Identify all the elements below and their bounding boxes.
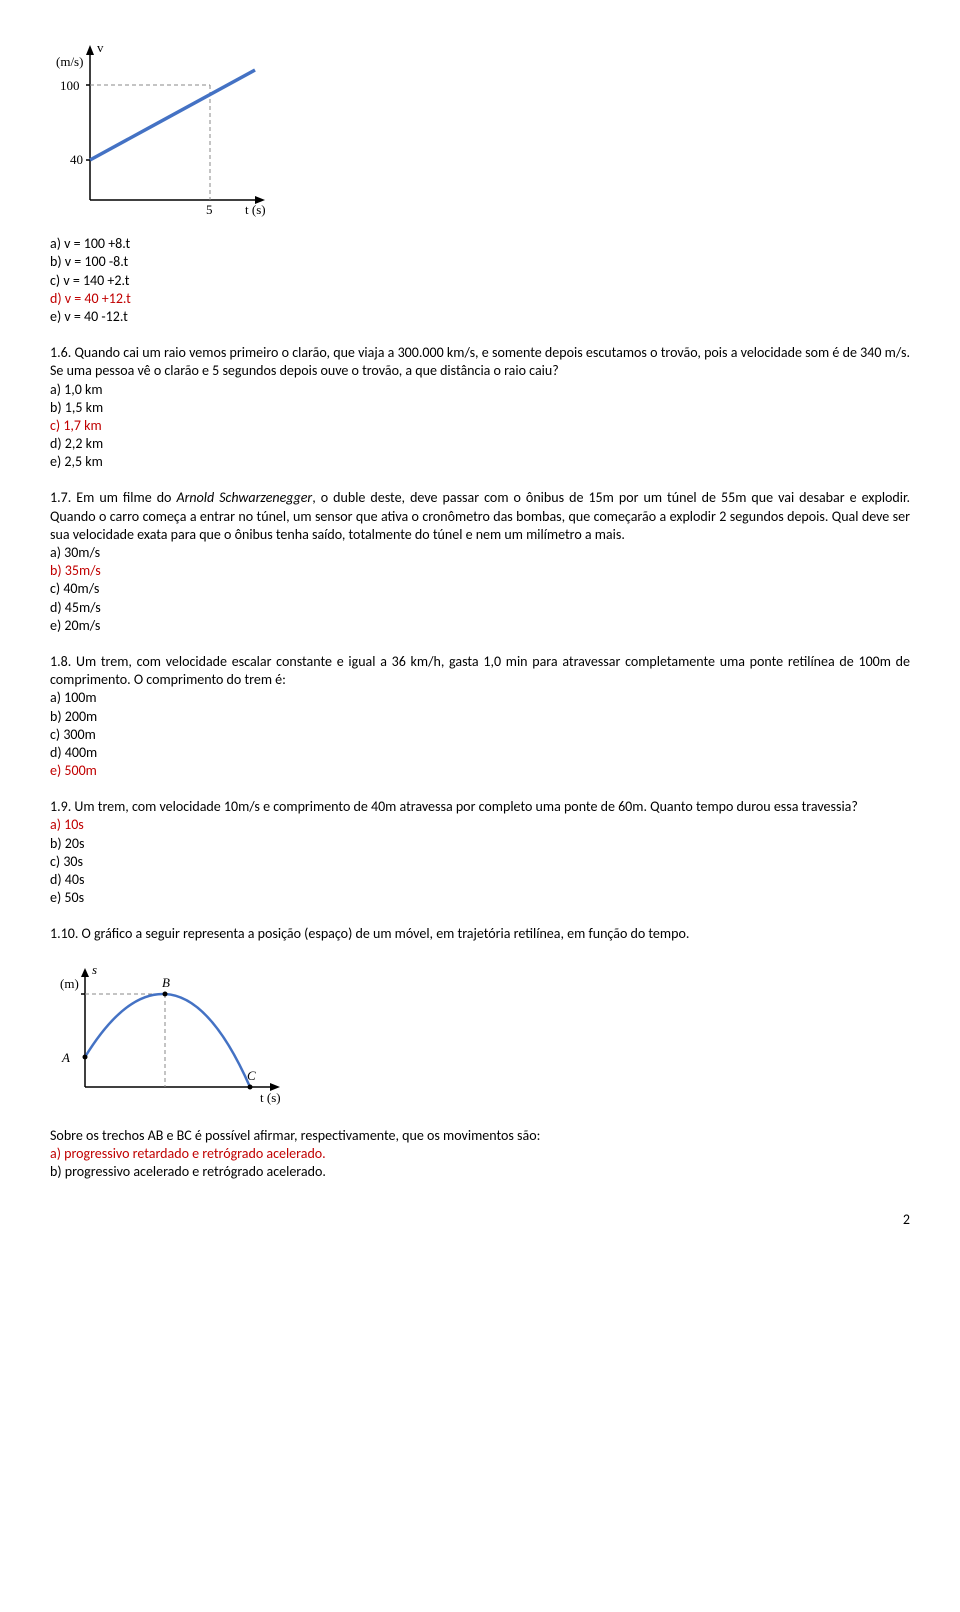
q6-option-c: c) 1,7 km (50, 417, 910, 435)
q7-text: 1.7. Em um filme do Arnold Schwarzenegge… (50, 489, 910, 544)
q7-option-d: d) 45m/s (50, 599, 910, 617)
chart1-yunit: (m/s) (56, 54, 83, 69)
q8-option-a: a) 100m (50, 689, 910, 707)
q5-option-c: c) v = 140 +2.t (50, 272, 910, 290)
q6-option-a: a) 1,0 km (50, 381, 910, 399)
q9-option-e: e) 50s (50, 889, 910, 907)
q10-follow-text: Sobre os trechos AB e BC é possível afir… (50, 1127, 910, 1145)
question-10-follow: Sobre os trechos AB e BC é possível afir… (50, 1127, 910, 1182)
q9-option-d: d) 40s (50, 871, 910, 889)
q5-option-e: e) v = 40 -12.t (50, 308, 910, 326)
q9-option-a: a) 10s (50, 816, 910, 834)
chart1-ytick-40: 40 (70, 152, 83, 167)
q5-option-a: a) v = 100 +8.t (50, 235, 910, 253)
q5-option-d: d) v = 40 +12.t (50, 290, 910, 308)
question-8: 1.8. Um trem, com velocidade escalar con… (50, 653, 910, 780)
q8-option-c: c) 300m (50, 726, 910, 744)
position-time-chart: s (m) A B C t (s) (50, 962, 910, 1117)
chart2-xlabel: t (s) (260, 1090, 281, 1105)
question-9: 1.9. Um trem, com velocidade 10m/s e com… (50, 798, 910, 907)
page-number: 2 (50, 1211, 910, 1229)
q10-option-a: a) progressivo retardado e retrógrado ac… (50, 1145, 910, 1163)
q7-option-b: b) 35m/s (50, 562, 910, 580)
chart2-ylabel: s (92, 962, 97, 977)
question-10: 1.10. O gráfico a seguir representa a po… (50, 925, 910, 943)
q10-option-b: b) progressivo acelerado e retrógrado ac… (50, 1163, 910, 1181)
chart1-ytick-100: 100 (60, 78, 80, 93)
q8-text: 1.8. Um trem, com velocidade escalar con… (50, 653, 910, 689)
q8-option-e: e) 500m (50, 762, 910, 780)
chart1-ylabel: v (97, 40, 104, 55)
chart2-point-c: C (247, 1068, 256, 1083)
question-6: 1.6. Quando cai um raio vemos primeiro o… (50, 344, 910, 471)
q9-option-b: b) 20s (50, 835, 910, 853)
question-5-options: a) v = 100 +8.t b) v = 100 -8.t c) v = 1… (50, 235, 910, 326)
q5-option-b: b) v = 100 -8.t (50, 253, 910, 271)
chart2-point-a: A (61, 1050, 70, 1065)
chart1-svg: v (m/s) 100 40 5 t (s) (50, 40, 280, 220)
chart2-point-b: B (162, 975, 170, 990)
q7-option-c: c) 40m/s (50, 580, 910, 598)
chart2-svg: s (m) A B C t (s) (50, 962, 300, 1112)
chart1-xlabel: t (s) (245, 202, 266, 217)
q9-text: 1.9. Um trem, com velocidade 10m/s e com… (50, 798, 910, 816)
q6-option-d: d) 2,2 km (50, 435, 910, 453)
q8-option-b: b) 200m (50, 708, 910, 726)
q10-text: 1.10. O gráfico a seguir representa a po… (50, 925, 910, 943)
q6-option-e: e) 2,5 km (50, 453, 910, 471)
q6-option-b: b) 1,5 km (50, 399, 910, 417)
chart1-xtick-5: 5 (206, 202, 213, 217)
q6-text: 1.6. Quando cai um raio vemos primeiro o… (50, 344, 910, 380)
q7-italic: Arnold Schwarzenegger (176, 489, 312, 506)
q7-option-e: e) 20m/s (50, 617, 910, 635)
question-7: 1.7. Em um filme do Arnold Schwarzenegge… (50, 489, 910, 635)
velocity-time-chart: v (m/s) 100 40 5 t (s) (50, 40, 910, 225)
q8-option-d: d) 400m (50, 744, 910, 762)
q9-option-c: c) 30s (50, 853, 910, 871)
chart2-yunit: (m) (60, 976, 79, 991)
q7-option-a: a) 30m/s (50, 544, 910, 562)
